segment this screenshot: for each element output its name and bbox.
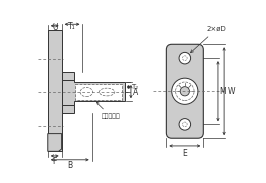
Circle shape [179, 119, 191, 130]
Ellipse shape [80, 87, 92, 97]
Polygon shape [75, 84, 122, 100]
Polygon shape [48, 30, 62, 151]
Circle shape [179, 52, 191, 64]
Text: ジョイント: ジョイント [97, 102, 120, 119]
Text: F: F [52, 158, 57, 167]
Text: U: U [52, 23, 57, 32]
Polygon shape [48, 134, 62, 151]
Text: M: M [219, 87, 226, 96]
Text: W: W [228, 87, 235, 96]
Ellipse shape [99, 88, 115, 96]
Text: A: A [132, 87, 138, 96]
Circle shape [182, 122, 187, 127]
Polygon shape [62, 72, 74, 80]
Circle shape [180, 87, 189, 96]
Circle shape [182, 56, 187, 60]
Text: T₁: T₁ [68, 22, 76, 31]
Text: B: B [67, 161, 72, 170]
FancyBboxPatch shape [166, 44, 203, 138]
Polygon shape [62, 80, 125, 105]
Circle shape [172, 78, 198, 104]
Text: E: E [182, 149, 187, 158]
Polygon shape [62, 105, 74, 113]
Circle shape [176, 82, 194, 100]
Text: 2×øD: 2×øD [190, 26, 226, 53]
Text: T₂: T₂ [131, 84, 138, 90]
